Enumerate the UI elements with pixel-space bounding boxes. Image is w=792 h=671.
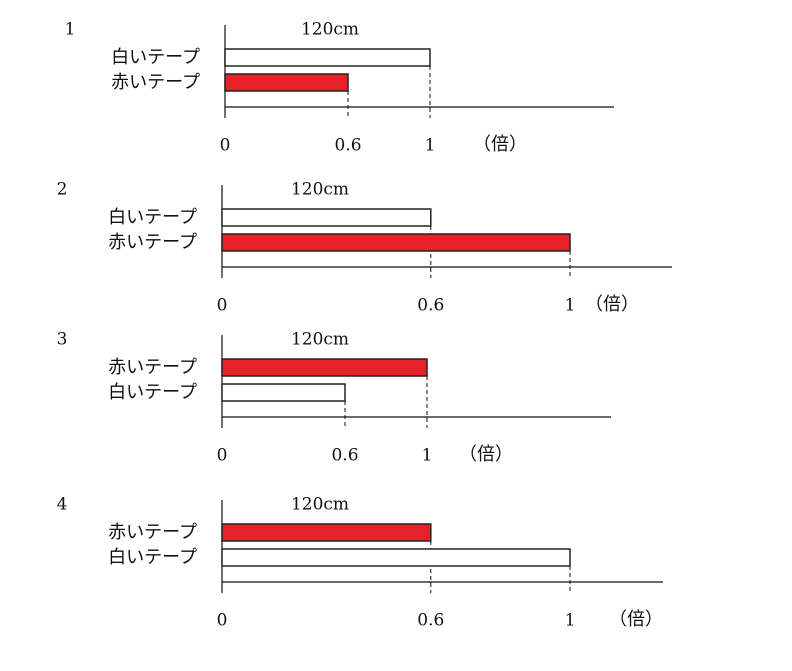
option-number: 1 — [65, 20, 76, 40]
tape-bar — [221, 548, 571, 567]
tape-bar — [221, 358, 428, 377]
tick-label: 0 — [217, 296, 228, 316]
length-label: 120cm — [291, 180, 349, 200]
tape-bar — [224, 48, 431, 67]
bar-label: 白いテープ — [108, 382, 197, 403]
tick-label: 0.6 — [331, 446, 358, 466]
unit-label: （倍） — [609, 609, 663, 630]
length-label: 120cm — [291, 495, 349, 515]
tape-bar — [221, 233, 571, 252]
tick-label: 1 — [565, 296, 576, 316]
unit-label: （倍） — [459, 444, 513, 465]
unit-label: （倍） — [473, 134, 527, 155]
bar-label: 赤いテープ — [108, 357, 197, 378]
tick-label: 1 — [425, 136, 436, 156]
tick-label: 1 — [565, 611, 576, 631]
tick-label: 0.6 — [417, 296, 444, 316]
length-label: 120cm — [301, 20, 359, 40]
tick-label: 0.6 — [417, 611, 444, 631]
bar-label: 白いテープ — [108, 547, 197, 568]
option-number: 2 — [57, 180, 68, 200]
tape-bar — [221, 523, 432, 542]
option-number: 3 — [57, 330, 68, 350]
bar-label: 白いテープ — [111, 47, 200, 68]
bar-label: 赤いテープ — [108, 522, 197, 543]
tick-label: 0 — [217, 446, 228, 466]
option-number: 4 — [57, 495, 68, 515]
bar-label: 赤いテープ — [111, 72, 200, 93]
tick-label: 0 — [217, 611, 228, 631]
tape-bar — [221, 208, 432, 227]
tape-bar — [224, 73, 349, 92]
tape-bar — [221, 383, 346, 402]
unit-label: （倍） — [585, 294, 639, 315]
tick-label: 0 — [220, 136, 231, 156]
bar-label: 赤いテープ — [108, 232, 197, 253]
tick-label: 0.6 — [334, 136, 361, 156]
bar-label: 白いテープ — [108, 207, 197, 228]
tick-label: 1 — [422, 446, 433, 466]
length-label: 120cm — [291, 330, 349, 350]
